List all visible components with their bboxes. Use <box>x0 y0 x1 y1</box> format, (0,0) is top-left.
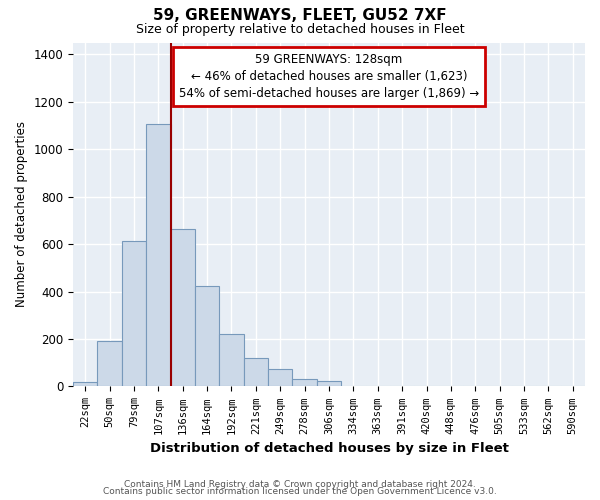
Y-axis label: Number of detached properties: Number of detached properties <box>15 122 28 308</box>
Bar <box>73 382 97 386</box>
Bar <box>97 340 122 386</box>
Text: Contains public sector information licensed under the Open Government Licence v3: Contains public sector information licen… <box>103 487 497 496</box>
Bar <box>244 358 268 386</box>
Bar <box>146 124 170 386</box>
X-axis label: Distribution of detached houses by size in Fleet: Distribution of detached houses by size … <box>149 442 508 455</box>
Text: 59 GREENWAYS: 128sqm
← 46% of detached houses are smaller (1,623)
54% of semi-de: 59 GREENWAYS: 128sqm ← 46% of detached h… <box>179 53 479 100</box>
Bar <box>220 334 244 386</box>
Bar <box>317 381 341 386</box>
Text: 59, GREENWAYS, FLEET, GU52 7XF: 59, GREENWAYS, FLEET, GU52 7XF <box>153 8 447 22</box>
Bar <box>122 242 146 386</box>
Bar <box>268 368 292 386</box>
Bar <box>170 228 195 386</box>
Text: Size of property relative to detached houses in Fleet: Size of property relative to detached ho… <box>136 22 464 36</box>
Bar <box>292 380 317 386</box>
Text: Contains HM Land Registry data © Crown copyright and database right 2024.: Contains HM Land Registry data © Crown c… <box>124 480 476 489</box>
Bar <box>195 286 220 386</box>
